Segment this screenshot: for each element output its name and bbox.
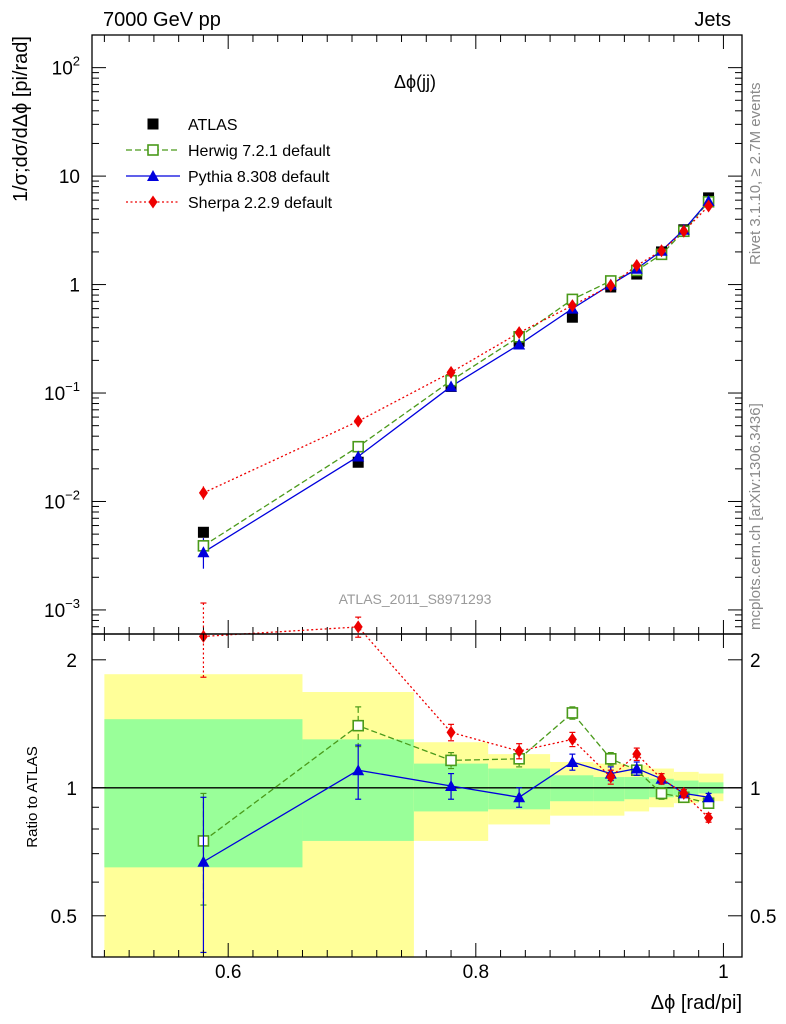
x-tick-label-2: 1 [718, 962, 729, 983]
sherpa-2-2-9-default-ratio-line [203, 626, 710, 819]
legend-label-atlas: ATLAS [188, 117, 238, 134]
main-ytick-label-3: 1 [69, 276, 80, 297]
herwig-7-2-1-default-ratio-point-2 [445, 754, 457, 767]
pythia-8-308-default-line [203, 200, 710, 553]
herwig-7-2-1-default-point-1 [352, 440, 364, 453]
main-ytick-label-4: 10 [59, 167, 80, 188]
sherpa-2-2-9-default-point-2 [446, 365, 456, 379]
ratio-ytick-label-right-2: 2 [750, 651, 761, 672]
sherpa-2-2-9-default-ratio-point-3 [514, 744, 524, 758]
legend: ATLAS Herwig 7.2.1 default Pythia 8.308 de… [126, 117, 333, 212]
pythia-8-308-default-point-3 [513, 338, 526, 350]
watermark: ATLAS_2011_S8971293 [339, 591, 492, 607]
sherpa-2-2-9-default-ratio-point-1 [353, 620, 363, 634]
main-series-layer [197, 192, 715, 569]
ratio-axes: 0.5 0.5 1 1 2 2 0.6 0.8 1 [51, 633, 776, 983]
legend-label-herwig-7-2-1-default: Herwig 7.2.1 default [188, 143, 331, 160]
x-axis-label: Δϕ [rad/pi] [651, 992, 742, 1014]
main-ytick-label-2: 10−1 [44, 379, 80, 405]
main-ytick-label-0: 10−3 [44, 596, 80, 622]
main-axes: 10−3 10−2 10−1 1 10 102 [44, 34, 743, 635]
atlas-point-0 [197, 526, 209, 538]
atlas-point-4 [566, 311, 578, 323]
main-ylabel: 1/σ;dσ/dΔϕ [pi/rad] [10, 36, 32, 202]
legend-marker-atlas [147, 118, 159, 130]
pythia-8-308-default-ratio-point-6 [630, 762, 643, 774]
header-left: 7000 GeV pp [103, 9, 221, 31]
ratio-frame [91, 633, 743, 958]
pythia-8-308-default-ratio-point-1 [352, 764, 365, 776]
x-tick-label-0: 0.6 [215, 962, 241, 983]
pythia-8-308-default-ratio-point-3 [513, 791, 526, 803]
sherpa-2-2-9-default-point-8 [679, 224, 689, 238]
sherpa-2-2-9-default-ratio-point-9 [704, 811, 714, 825]
main-ytick-label-1: 10−2 [44, 487, 80, 513]
ratio-ytick-label-2: 2 [66, 651, 77, 672]
main-ytick-label-5: 102 [52, 54, 80, 80]
legend-label-pythia-8-308-default: Pythia 8.308 default [188, 169, 330, 186]
herwig-7-2-1-default-ratio-point-7 [655, 787, 668, 800]
sherpa-2-2-9-default-point-0 [198, 486, 208, 500]
ratio-ytick-label-1: 1 [66, 779, 77, 800]
pythia-8-308-default-ratio-point-0 [197, 855, 210, 867]
sherpa-2-2-9-default-point-6 [632, 258, 642, 272]
sherpa-2-2-9-default-point-9 [704, 199, 714, 213]
sherpa-2-2-9-default-ratio-point-2 [446, 725, 456, 739]
legend-marker-sherpa-2-2-9-default [148, 195, 158, 209]
header-right: Jets [694, 9, 731, 31]
legend-marker-pythia-8-308-default [147, 170, 159, 181]
mcplots-label: mcplots.cern.ch [arXiv:1306.3436] [747, 403, 764, 630]
main-title: Δϕ(jj) [394, 72, 436, 92]
legend-marker-herwig-7-2-1-default [147, 144, 159, 156]
sherpa-2-2-9-default-line [203, 205, 710, 494]
herwig-7-2-1-default-ratio-point-1 [352, 719, 364, 732]
sherpa-2-2-9-default-point-3 [514, 326, 524, 340]
sherpa-2-2-9-default-ratio-point-8 [679, 786, 689, 800]
legend-label-sherpa-2-2-9-default: Sherpa 2.2.9 default [188, 195, 333, 212]
rivet-label: Rivet 3.1.10, ≥ 2.7M events [747, 83, 764, 266]
pythia-8-308-default-point-1 [352, 450, 365, 462]
ratio-ytick-label-right-0: 0.5 [750, 907, 776, 928]
ratio-series-layer [197, 602, 715, 954]
sherpa-2-2-9-default-point-4 [567, 299, 577, 313]
sherpa-2-2-9-default-point-1 [353, 414, 363, 428]
sherpa-2-2-9-default-point-7 [657, 244, 667, 258]
uncertainty-bands [92, 674, 742, 957]
herwig-7-2-1-default-line [203, 201, 710, 547]
ratio-plot: 0.5 0.5 1 1 2 2 0.6 0.8 1 Ratio to ATLAS Δϕ [rad… [24, 602, 776, 1014]
ratio-ylabel: Ratio to ATLAS [24, 746, 41, 847]
pythia-8-308-default-ratio-point-2 [445, 779, 458, 791]
ratio-ytick-label-right-1: 1 [750, 779, 761, 800]
herwig-7-2-1-default-ratio-point-4 [566, 707, 579, 719]
pythia-8-308-default-point-2 [445, 380, 458, 392]
sherpa-2-2-9-default-ratio-point-7 [657, 772, 667, 786]
sherpa-2-2-9-default-ratio-point-5 [606, 770, 616, 784]
pythia-8-308-default-ratio-point-4 [566, 755, 579, 767]
herwig-7-2-1-default-ratio-line [203, 712, 709, 842]
sherpa-2-2-9-default-ratio-point-4 [567, 732, 577, 746]
atlas-point-1 [352, 456, 364, 468]
pythia-8-308-default-ratio-point-9 [702, 791, 715, 803]
ratio-ytick-label-0: 0.5 [51, 907, 77, 928]
sherpa-2-2-9-default-point-5 [606, 279, 616, 293]
sherpa-2-2-9-default-ratio-point-6 [632, 747, 642, 761]
main-plot: Δϕ(jj) 1/σ;dσ/dΔϕ [pi/rad] ATLAS_2011_S8… [10, 34, 743, 635]
herwig-7-2-1-default-ratio-point-5 [604, 753, 617, 765]
pythia-8-308-default-point-0 [197, 546, 210, 558]
pythia-8-308-default-ratio-line [203, 761, 709, 863]
x-tick-label-1: 0.8 [463, 962, 489, 983]
